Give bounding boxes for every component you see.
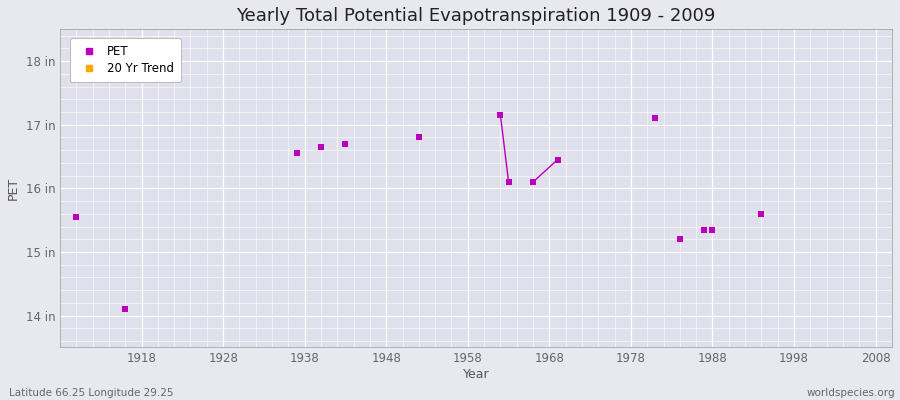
X-axis label: Year: Year: [463, 368, 490, 381]
Text: worldspecies.org: worldspecies.org: [807, 388, 896, 398]
Point: [314, 144, 328, 150]
Point: [493, 112, 508, 118]
Point: [754, 210, 769, 217]
Point: [338, 141, 353, 147]
Point: [706, 226, 720, 233]
Title: Yearly Total Potential Evapotranspiration 1909 - 2009: Yearly Total Potential Evapotranspiratio…: [237, 7, 716, 25]
Text: Latitude 66.25 Longitude 29.25: Latitude 66.25 Longitude 29.25: [9, 388, 174, 398]
Y-axis label: PET: PET: [7, 177, 20, 200]
Point: [289, 150, 303, 156]
Point: [672, 236, 687, 242]
Point: [118, 306, 132, 312]
Legend: PET, 20 Yr Trend: PET, 20 Yr Trend: [70, 38, 181, 82]
Point: [698, 226, 712, 233]
Point: [69, 214, 84, 220]
Point: [550, 156, 564, 163]
Point: [411, 134, 426, 141]
Point: [526, 179, 540, 185]
Point: [501, 179, 516, 185]
Point: [648, 115, 662, 122]
